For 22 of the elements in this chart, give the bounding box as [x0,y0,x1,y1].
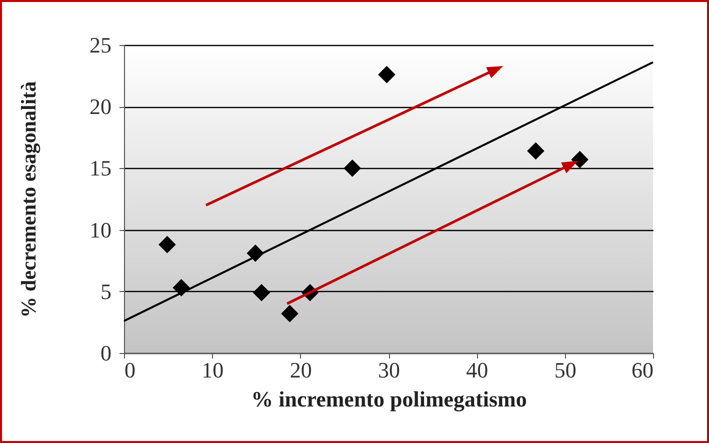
point [378,66,396,84]
point [252,284,270,302]
x-tick-label: 40 [466,358,488,382]
y-tick-label: 15 [90,156,112,181]
x-tick-label: 10 [202,358,224,382]
y-tick-label: 0 [100,340,112,366]
x-tick-label: 60 [632,358,654,382]
y-axis-title: % decremento esagonalità [16,80,40,318]
point [527,142,544,160]
x-tick-label: 50 [554,358,576,382]
x-tick-label: 20 [290,358,312,382]
x-tick-label: 30 [378,358,400,382]
y-tick-label: 10 [90,217,112,242]
x-tick-label: 0 [124,358,136,382]
point [158,236,176,254]
y-tick-label: 25 [90,32,112,58]
point [344,160,362,177]
x-axis-title: % incremento polimegatismo [251,386,527,412]
y-tick-label: 5 [100,278,112,304]
point [281,304,298,322]
y-tick-label: 20 [90,94,112,120]
point [571,150,588,168]
